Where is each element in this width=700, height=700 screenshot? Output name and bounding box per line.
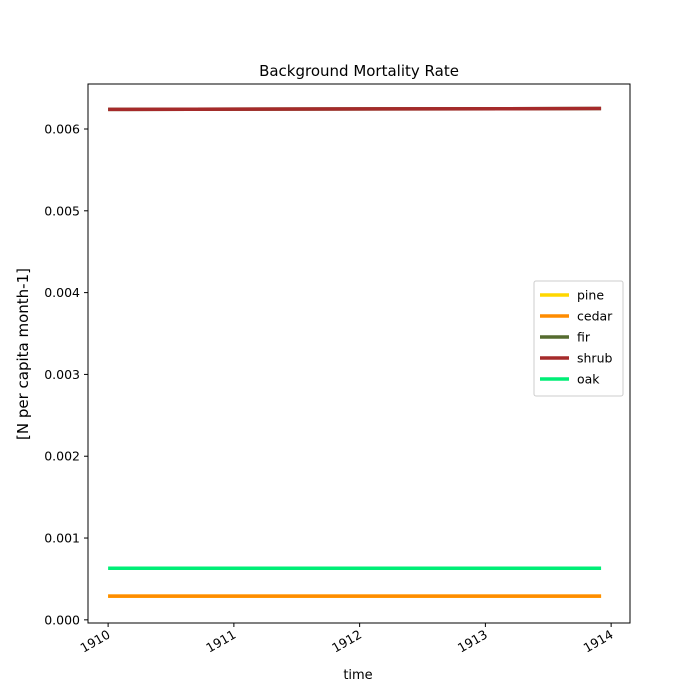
legend-label-oak: oak xyxy=(577,372,600,387)
y-tick-label: 0.000 xyxy=(44,612,80,627)
y-tick-label: 0.001 xyxy=(44,531,80,546)
series-layer xyxy=(108,106,602,598)
y-tick-label: 0.004 xyxy=(44,285,80,300)
chart-title: Background Mortality Rate xyxy=(259,62,459,80)
x-axis: 1910 1911 1912 1913 1914 xyxy=(78,623,616,656)
legend-label-pine: pine xyxy=(577,288,604,303)
y-tick-label: 0.003 xyxy=(44,367,80,382)
y-axis-label: [N per capita month-1] xyxy=(14,268,32,440)
legend-label-cedar: cedar xyxy=(577,309,613,324)
legend-label-fir: fir xyxy=(577,330,591,345)
x-tick-label: 1911 xyxy=(203,627,238,656)
x-tick-label: 1914 xyxy=(581,627,616,656)
series-line-shrub xyxy=(108,106,602,112)
legend-box xyxy=(533,280,624,397)
legend-label-shrub: shrub xyxy=(577,351,612,366)
y-axis: 0.000 0.001 0.002 0.003 0.004 0.005 0.006 xyxy=(44,121,88,627)
legend: pine cedar fir shrub oak xyxy=(533,280,624,397)
y-tick-label: 0.005 xyxy=(44,203,80,218)
y-tick-label: 0.002 xyxy=(44,449,80,464)
x-tick-label: 1913 xyxy=(455,627,490,656)
x-tick-label: 1912 xyxy=(329,627,364,656)
plot-frame xyxy=(87,83,631,624)
x-tick-label: 1910 xyxy=(78,627,113,656)
x-axis-label: time xyxy=(343,668,372,683)
y-tick-label: 0.006 xyxy=(44,121,80,136)
